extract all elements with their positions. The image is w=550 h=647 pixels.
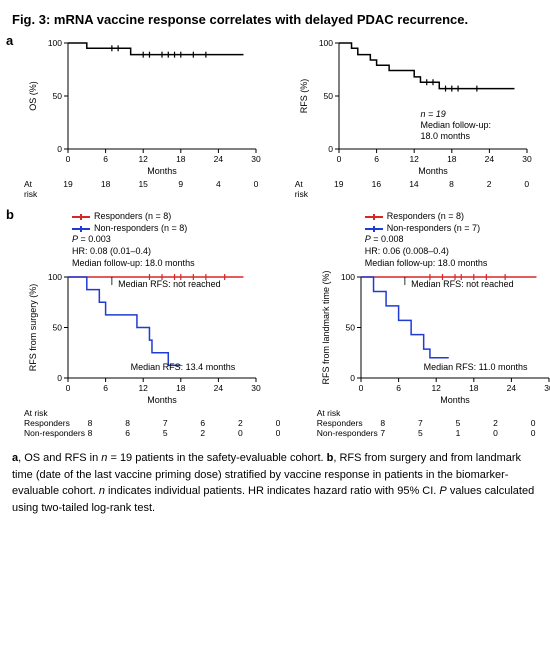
svg-text:100: 100 [319, 38, 333, 48]
svg-text:30: 30 [544, 383, 550, 393]
at-risk-a-left: At risk191815940 [24, 179, 275, 199]
svg-text:30: 30 [251, 154, 261, 164]
legend-responders: Responders (n = 8) [94, 211, 171, 223]
at-risk-b-left: At riskResponders887620Non-responders865… [24, 408, 297, 438]
svg-text:0: 0 [336, 154, 341, 164]
stats-b-left: Responders (n = 8) Non-responders (n = 8… [72, 211, 297, 269]
fu-value: Median follow-up: 18.0 months [72, 258, 297, 270]
legend-nonresponders: Non-responders (n = 7) [387, 223, 480, 235]
svg-text:Median RFS: not reached: Median RFS: not reached [411, 280, 514, 290]
svg-text:12: 12 [431, 383, 441, 393]
svg-text:100: 100 [48, 38, 62, 48]
svg-text:0: 0 [57, 144, 62, 154]
panel-b-label: b [6, 207, 14, 222]
svg-text:Months: Months [440, 395, 470, 405]
svg-text:18: 18 [176, 383, 186, 393]
svg-text:RFS from surgery (%): RFS from surgery (%) [28, 284, 38, 372]
svg-text:30: 30 [251, 383, 261, 393]
panel-b-left: Responders (n = 8) Non-responders (n = 8… [24, 211, 297, 438]
svg-text:0: 0 [66, 383, 71, 393]
legend-nonresponders: Non-responders (n = 8) [94, 223, 187, 235]
at-risk-b-right: At riskResponders875200Non-responders751… [317, 408, 550, 438]
panel-a-row: a 0612182430050100MonthsOS (%) At risk19… [12, 37, 538, 199]
svg-text:50: 50 [345, 323, 355, 333]
svg-text:24: 24 [484, 154, 494, 164]
svg-text:50: 50 [53, 323, 63, 333]
svg-text:18: 18 [469, 383, 479, 393]
svg-text:Months: Months [147, 166, 177, 176]
svg-text:12: 12 [409, 154, 419, 164]
rfs-surgery-chart: 0 6 12 18 24 30 0 50 100 Months RFS from surgery (… [24, 271, 264, 406]
svg-text:0: 0 [57, 373, 62, 383]
svg-text:24: 24 [214, 154, 224, 164]
os-chart: 0 6 12 18 24 30 0 50 100 Months OS (%) [24, 37, 264, 177]
svg-text:24: 24 [214, 383, 224, 393]
svg-text:Median follow-up:: Median follow-up: [420, 120, 491, 130]
rfs-chart: 0 6 12 18 24 30 0 50 100 Months RFS (%) n = 19Media… [295, 37, 535, 177]
svg-text:12: 12 [138, 383, 148, 393]
svg-text:Median RFS: 13.4 months: Median RFS: 13.4 months [131, 362, 236, 372]
svg-text:0: 0 [66, 154, 71, 164]
svg-text:24: 24 [506, 383, 516, 393]
svg-text:RFS from landmark time (%): RFS from landmark time (%) [321, 271, 331, 385]
hr-value: HR: 0.06 (0.008–0.4) [365, 246, 550, 258]
fu-value: Median follow-up: 18.0 months [365, 258, 550, 270]
panel-b-right: Responders (n = 8) Non-responders (n = 7… [317, 211, 550, 438]
rfs-landmark-chart: 0 6 12 18 24 30 0 50 100 Months RFS from landmark … [317, 271, 550, 406]
hr-value: HR: 0.08 (0.01–0.4) [72, 246, 297, 258]
svg-text:Median RFS: not reached: Median RFS: not reached [118, 280, 221, 290]
figure-caption: a, OS and RFS in n = 19 patients in the … [12, 450, 538, 516]
p-value: P = 0.003 [72, 234, 297, 246]
svg-text:Months: Months [418, 166, 448, 176]
stats-b-right: Responders (n = 8) Non-responders (n = 7… [365, 211, 550, 269]
svg-text:50: 50 [53, 91, 63, 101]
svg-text:6: 6 [103, 154, 108, 164]
svg-text:0: 0 [328, 144, 333, 154]
svg-text:30: 30 [522, 154, 532, 164]
at-risk-a-right: At risk191614820 [295, 179, 546, 199]
figure-title: Fig. 3: mRNA vaccine response correlates… [12, 12, 538, 27]
svg-text:50: 50 [323, 91, 333, 101]
svg-text:0: 0 [358, 383, 363, 393]
svg-text:RFS (%): RFS (%) [299, 79, 309, 114]
svg-text:18: 18 [447, 154, 457, 164]
svg-text:Months: Months [147, 395, 177, 405]
svg-text:OS (%): OS (%) [28, 81, 38, 111]
panel-b-row: b Responders (n = 8) Non-responders (n =… [12, 211, 538, 438]
panel-a-label: a [6, 33, 13, 48]
svg-text:18.0 months: 18.0 months [420, 131, 470, 141]
p-value: P = 0.008 [365, 234, 550, 246]
svg-text:Median RFS: 11.0 months: Median RFS: 11.0 months [423, 362, 527, 372]
svg-text:0: 0 [350, 373, 355, 383]
svg-text:6: 6 [103, 383, 108, 393]
panel-a-left: 0 6 12 18 24 30 0 50 100 Months OS (%) At risk1918… [24, 37, 275, 199]
svg-text:100: 100 [341, 272, 355, 282]
svg-text:12: 12 [138, 154, 148, 164]
svg-text:6: 6 [396, 383, 401, 393]
panel-a-right: 0 6 12 18 24 30 0 50 100 Months RFS (%) n = 19Media… [295, 37, 546, 199]
svg-text:6: 6 [374, 154, 379, 164]
svg-text:100: 100 [48, 272, 62, 282]
legend-responders: Responders (n = 8) [387, 211, 464, 223]
svg-text:n = 19: n = 19 [420, 109, 445, 119]
svg-text:18: 18 [176, 154, 186, 164]
